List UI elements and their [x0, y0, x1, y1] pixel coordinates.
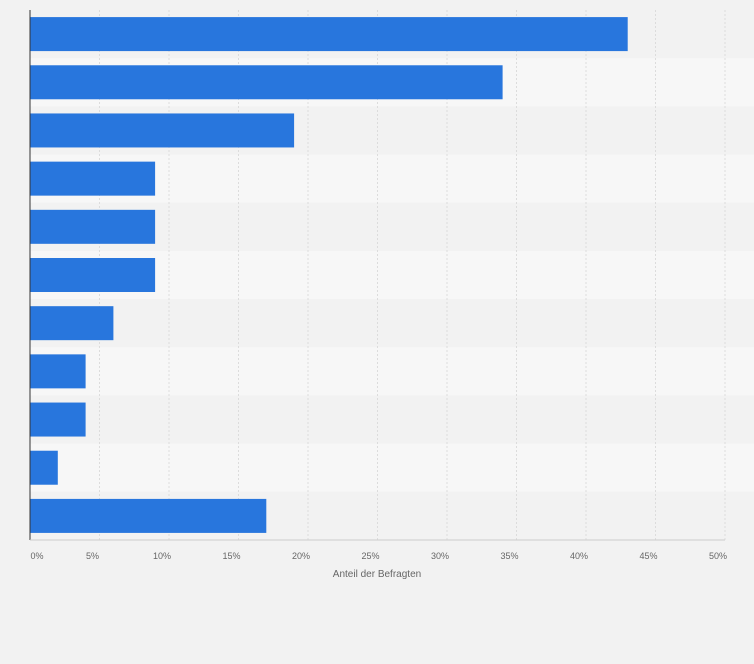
bar[interactable] — [30, 354, 86, 389]
axes — [29, 10, 725, 541]
bar[interactable] — [30, 113, 295, 148]
bar[interactable] — [30, 209, 156, 244]
bar[interactable] — [30, 402, 86, 437]
x-tick-label: 45% — [639, 551, 657, 561]
bar[interactable] — [30, 306, 114, 341]
bar[interactable] — [30, 17, 628, 52]
x-tick-label: 10% — [153, 551, 171, 561]
row-band — [30, 443, 754, 492]
row-band — [30, 395, 754, 444]
x-tick-label: 50% — [709, 551, 727, 561]
bar[interactable] — [30, 65, 503, 100]
bars — [30, 17, 628, 533]
x-tick-label: 5% — [86, 551, 99, 561]
x-tick-label: 15% — [222, 551, 240, 561]
row-band — [30, 299, 754, 348]
row-band — [30, 347, 754, 396]
bar[interactable] — [30, 498, 267, 533]
x-tick-label: 40% — [570, 551, 588, 561]
bar[interactable] — [30, 258, 156, 292]
x-tick-labels: 0% 5% 10% 15% 20% 25% 30% 35% 40% 45% 50% — [30, 551, 727, 561]
bar[interactable] — [30, 450, 58, 485]
x-axis-label: Anteil der Befragten — [333, 569, 421, 580]
x-tick-label: 0% — [30, 551, 43, 561]
x-tick-label: 35% — [500, 551, 518, 561]
x-tick-label: 20% — [292, 551, 310, 561]
bar[interactable] — [30, 161, 156, 196]
x-tick-label: 25% — [361, 551, 379, 561]
x-tick-label: 30% — [431, 551, 449, 561]
